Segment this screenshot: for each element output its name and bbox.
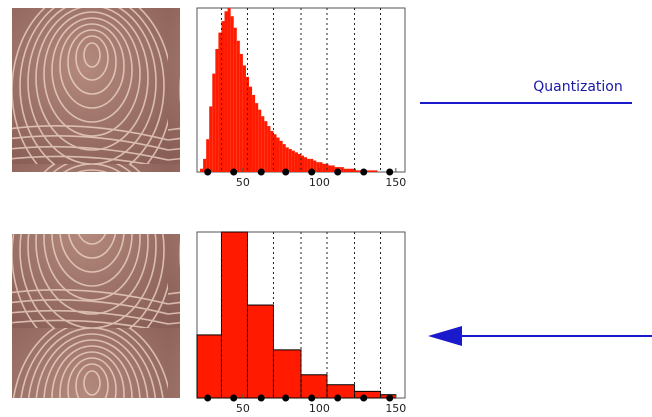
bar bbox=[212, 73, 216, 172]
level-dot bbox=[360, 394, 368, 402]
level-dot bbox=[386, 394, 394, 402]
bar bbox=[328, 165, 332, 172]
level-dot bbox=[257, 394, 265, 402]
bar bbox=[267, 126, 271, 172]
bar bbox=[206, 139, 210, 172]
bar bbox=[285, 147, 289, 172]
bar bbox=[203, 158, 207, 172]
bar bbox=[313, 160, 317, 172]
bar bbox=[319, 162, 323, 172]
bar bbox=[249, 86, 253, 172]
bar bbox=[294, 152, 298, 172]
bar bbox=[374, 170, 378, 172]
bar bbox=[215, 49, 219, 172]
x-tick-label: 150 bbox=[385, 176, 406, 189]
bar bbox=[310, 158, 314, 172]
level-dot bbox=[282, 168, 290, 176]
level-dot bbox=[334, 168, 342, 176]
arrow-head bbox=[428, 326, 462, 346]
bar bbox=[230, 16, 234, 173]
level-dot bbox=[257, 168, 265, 176]
bar bbox=[255, 103, 259, 172]
bar bbox=[200, 168, 204, 172]
level-dot bbox=[282, 394, 290, 402]
level-dot bbox=[308, 168, 316, 176]
bar bbox=[346, 168, 350, 172]
bar bbox=[272, 349, 302, 399]
bar bbox=[227, 8, 231, 172]
level-dot bbox=[308, 394, 316, 402]
bar bbox=[288, 149, 292, 172]
bar bbox=[252, 94, 256, 172]
bar bbox=[276, 137, 280, 172]
bar bbox=[224, 11, 228, 173]
x-tick-label: 50 bbox=[236, 402, 250, 415]
bar bbox=[340, 167, 344, 172]
bar bbox=[291, 150, 295, 172]
bar bbox=[258, 109, 262, 172]
bar bbox=[368, 170, 372, 172]
bar bbox=[353, 168, 357, 172]
bar bbox=[218, 32, 222, 172]
bar bbox=[264, 121, 268, 172]
bar bbox=[349, 168, 353, 172]
bar bbox=[297, 153, 301, 172]
x-tick-label: 50 bbox=[236, 176, 250, 189]
bar bbox=[300, 374, 328, 399]
bar bbox=[371, 170, 375, 172]
bar bbox=[242, 65, 246, 172]
fingerprint-image bbox=[12, 8, 180, 172]
x-tick-label: 150 bbox=[385, 402, 406, 415]
level-dot bbox=[204, 168, 212, 176]
level-dot bbox=[204, 394, 212, 402]
x-tick-label: 100 bbox=[309, 402, 330, 415]
level-dot bbox=[334, 394, 342, 402]
bar bbox=[196, 334, 222, 399]
bar bbox=[236, 40, 240, 172]
bar bbox=[273, 134, 277, 172]
bar bbox=[304, 157, 308, 172]
quantization-label: Quantization bbox=[533, 79, 622, 95]
bar bbox=[326, 384, 356, 399]
bar bbox=[209, 106, 213, 172]
level-dot bbox=[230, 394, 238, 402]
level-dot bbox=[386, 168, 394, 176]
bar bbox=[354, 390, 382, 399]
level-dot bbox=[230, 168, 238, 176]
bar bbox=[331, 165, 335, 172]
fingerprint-image bbox=[12, 234, 180, 398]
bar bbox=[233, 27, 237, 173]
bar bbox=[261, 116, 265, 172]
bar bbox=[316, 162, 320, 172]
level-dot bbox=[360, 168, 368, 176]
bar bbox=[270, 131, 274, 172]
bar bbox=[322, 163, 326, 172]
bar bbox=[325, 163, 329, 172]
bar bbox=[220, 231, 248, 399]
bar bbox=[221, 21, 225, 173]
bar bbox=[282, 144, 286, 172]
bar bbox=[356, 170, 360, 172]
bar bbox=[239, 53, 243, 172]
bar bbox=[279, 140, 283, 172]
bar bbox=[246, 304, 274, 399]
bar bbox=[301, 155, 305, 172]
x-tick-label: 100 bbox=[309, 176, 330, 189]
bar bbox=[307, 158, 311, 172]
bar bbox=[343, 168, 347, 172]
